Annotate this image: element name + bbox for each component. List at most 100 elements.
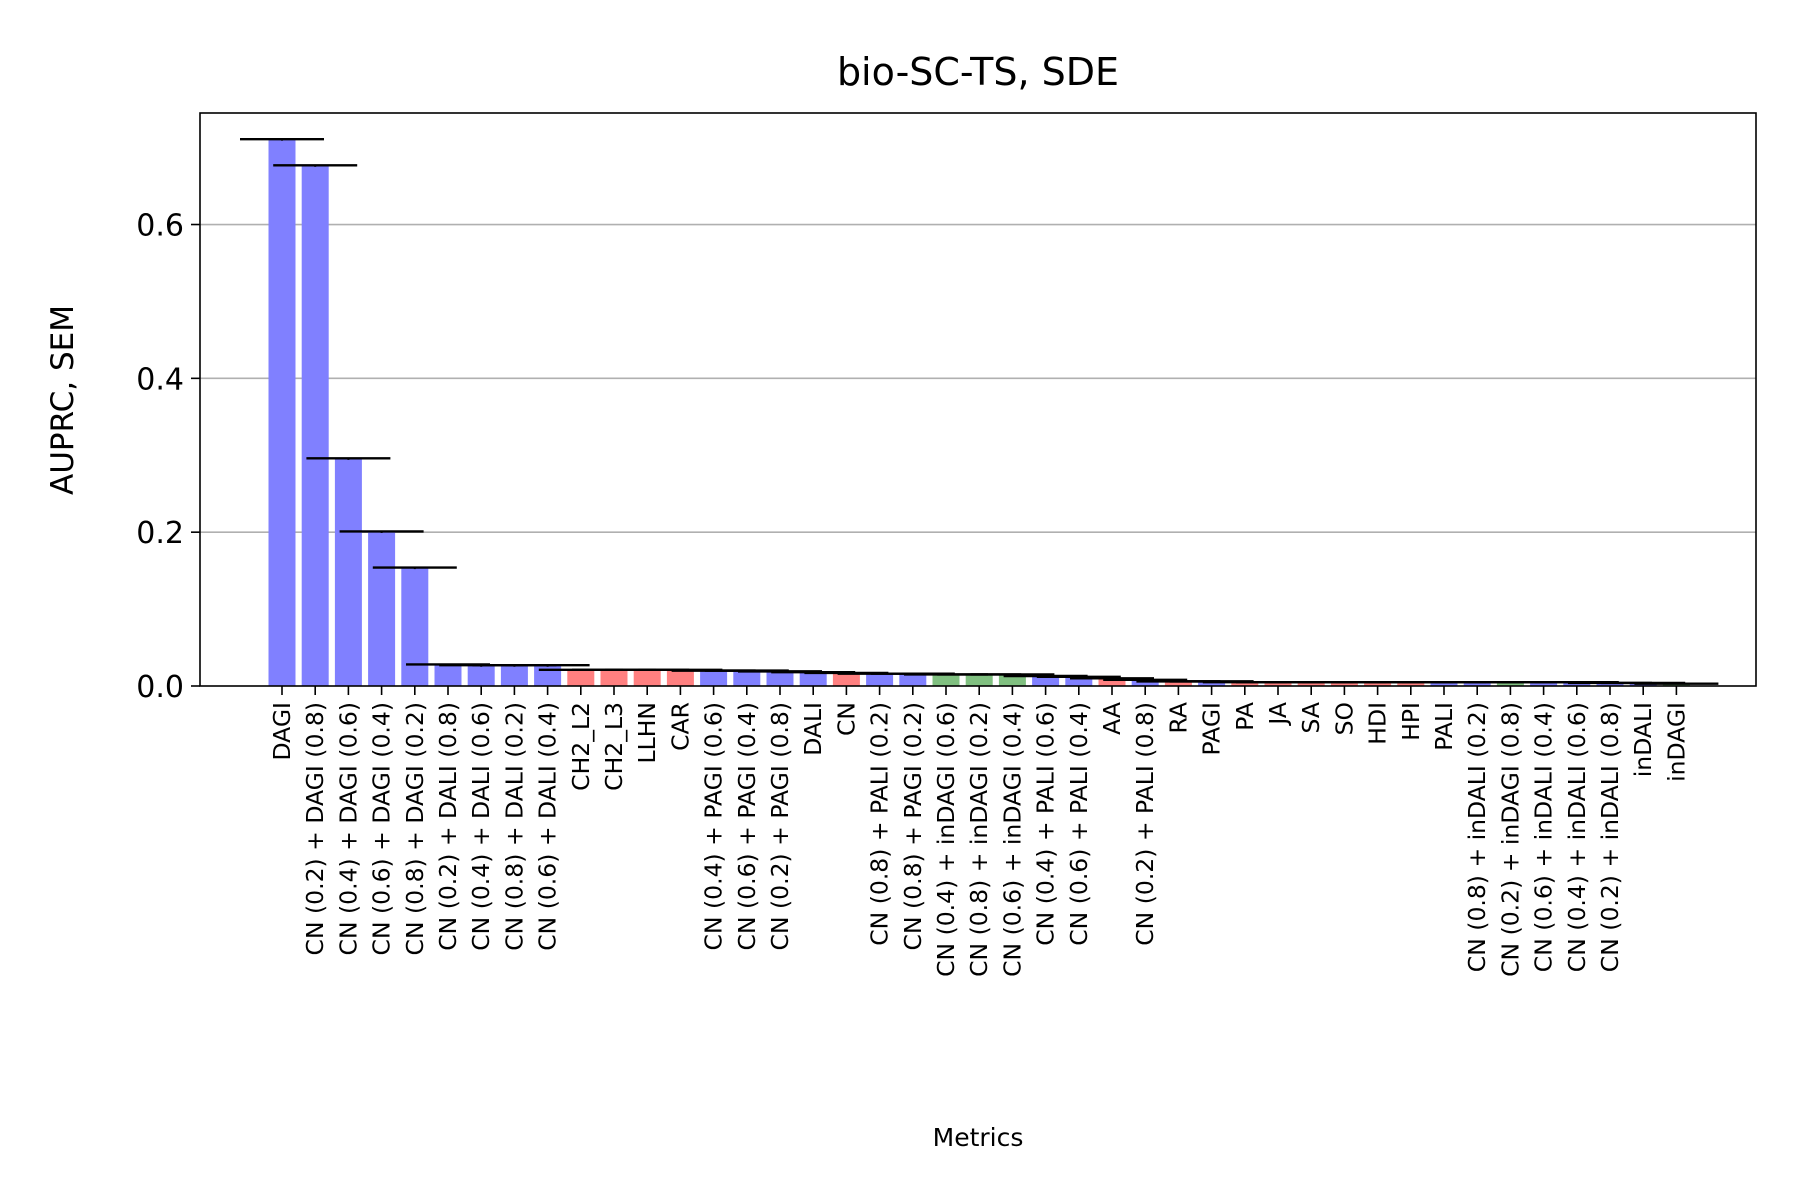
x-tick-label: PA <box>1231 702 1259 731</box>
x-tick-label: CAR <box>666 702 694 751</box>
bar-23 <box>998 674 1026 686</box>
error-bar-3 <box>306 457 391 460</box>
y-tick-label: 0.0 <box>136 670 184 705</box>
bar-6 <box>434 665 462 686</box>
bar-28 <box>1164 681 1192 686</box>
x-tick-label: CN (0.2) + PAGI (0.8) <box>766 702 794 950</box>
y-axis-label: AUPRC, SEM <box>45 305 81 495</box>
x-tick-label: CN (0.2) + DAGI (0.8) <box>301 702 329 955</box>
x-tick-label: HDI <box>1364 702 1392 745</box>
x-tick-label: PALI <box>1430 702 1458 751</box>
x-tick-label: CN (0.8) + inDALI (0.2) <box>1463 702 1491 972</box>
x-tick-label: CN (0.6) + DALI (0.4) <box>534 702 562 951</box>
bar-7 <box>467 666 495 686</box>
x-tick-label: CN (0.2) + inDAGI (0.8) <box>1496 702 1524 977</box>
bar-30 <box>1231 682 1259 686</box>
bar-12 <box>633 669 661 686</box>
bar-16 <box>766 672 794 686</box>
x-tick-label: inDAGI <box>1662 702 1690 782</box>
x-tick-label: RA <box>1164 702 1192 733</box>
bar-19 <box>866 673 894 686</box>
x-tick-label: CN (0.6) + inDALI (0.4) <box>1530 702 1558 972</box>
x-tick-label: CH2_L2 <box>567 702 595 791</box>
x-tick-label: CN (0.4) + PALI (0.6) <box>1032 702 1060 946</box>
x-tick-label: CN (0.2) + PALI (0.8) <box>1131 702 1159 946</box>
x-tick-label: CN (0.4) + DALI (0.6) <box>467 702 495 951</box>
bar-3 <box>334 459 362 686</box>
bar-14 <box>700 670 728 686</box>
bar-17 <box>799 672 827 686</box>
x-tick-label: CN (0.4) + DAGI (0.6) <box>334 702 362 955</box>
bar-31 <box>1264 682 1292 686</box>
x-tick-label: AA <box>1098 702 1126 735</box>
x-tick-label: CN (0.8) + DALI (0.2) <box>500 702 528 951</box>
bar-26 <box>1098 678 1126 686</box>
bar-34 <box>1364 682 1392 686</box>
x-tick-label: CN (0.8) + PALI (0.2) <box>866 702 894 946</box>
x-tick-label: CN (0.4) + inDAGI (0.6) <box>932 702 960 977</box>
bar-10 <box>567 669 595 686</box>
bar-2 <box>301 166 329 686</box>
x-tick-label: CN (0.8) + DAGI (0.2) <box>401 702 429 955</box>
y-tick-label: 0.6 <box>136 209 184 244</box>
y-axis-ticks: 0.0 0.2 0.4 0.6 <box>136 209 200 705</box>
x-tick-label: CN (0.2) + inDALI (0.8) <box>1596 702 1624 972</box>
bar-29 <box>1198 681 1226 686</box>
x-tick-label: CN <box>832 702 860 736</box>
bar-41 <box>1596 682 1624 686</box>
bar-18 <box>832 672 860 686</box>
x-tick-label: CN (0.8) + inDAGI (0.2) <box>965 702 993 977</box>
bar-38 <box>1496 682 1524 686</box>
plot-frame <box>199 112 1757 687</box>
x-tick-label: CN (0.6) + inDAGI (0.4) <box>998 702 1026 977</box>
bar-21 <box>932 674 960 686</box>
bar-24 <box>1032 676 1060 686</box>
bar-36 <box>1430 682 1458 686</box>
bar-25 <box>1065 676 1093 686</box>
bar-4 <box>368 532 396 686</box>
error-bar-4 <box>339 530 424 533</box>
error-bar-5 <box>372 566 457 570</box>
bar-15 <box>733 670 761 686</box>
x-axis-label: Metrics <box>933 1123 1024 1152</box>
x-tick-label: HPI <box>1397 702 1425 741</box>
bar-33 <box>1330 682 1358 686</box>
bar-8 <box>500 666 528 686</box>
y-tick-label: 0.4 <box>136 362 184 397</box>
x-tick-label: CN (0.4) + inDALI (0.6) <box>1563 702 1591 972</box>
bar-27 <box>1131 679 1159 686</box>
x-axis-ticks: DAGI CN (0.2) + DAGI (0.8) CN (0.4) + DAGI… <box>268 686 1690 977</box>
bar-32 <box>1297 682 1325 686</box>
bar-37 <box>1463 682 1491 686</box>
bar-1 <box>268 139 296 687</box>
x-tick-label: CH2_L3 <box>600 702 628 791</box>
error-bar-1 <box>240 137 324 141</box>
bar-13 <box>666 669 694 686</box>
x-tick-label: CN (0.2) + DALI (0.8) <box>434 702 462 951</box>
bar-22 <box>965 674 993 686</box>
bar-35 <box>1397 682 1425 686</box>
error-bar-2 <box>273 164 358 167</box>
bar-20 <box>899 673 927 686</box>
x-tick-label: CN (0.4) + PAGI (0.6) <box>700 702 728 950</box>
x-tick-label: CN (0.6) + PAGI (0.4) <box>733 702 761 950</box>
x-tick-label: SA <box>1297 702 1325 733</box>
bars <box>268 139 1690 687</box>
x-tick-label: DAGI <box>268 702 296 761</box>
bar-5 <box>401 568 429 686</box>
error-bars <box>240 137 1719 685</box>
x-tick-label: SO <box>1330 702 1358 735</box>
chart-title: bio-SC-TS, SDE <box>837 50 1119 94</box>
bar-11 <box>600 669 628 686</box>
error-bar-9 <box>505 664 590 667</box>
x-tick-label: inDALI <box>1629 702 1657 777</box>
x-tick-label: CN (0.8) + PAGI (0.2) <box>899 702 927 950</box>
x-tick-label: CN (0.6) + DAGI (0.4) <box>368 702 396 955</box>
x-tick-label: CN (0.6) + PALI (0.4) <box>1065 702 1093 946</box>
x-tick-label: DALI <box>799 702 827 756</box>
y-tick-label: 0.2 <box>136 516 184 551</box>
x-tick-label: LLHN <box>633 702 661 763</box>
x-tick-label: PAGI <box>1198 702 1226 755</box>
x-tick-label: JA <box>1264 702 1292 727</box>
